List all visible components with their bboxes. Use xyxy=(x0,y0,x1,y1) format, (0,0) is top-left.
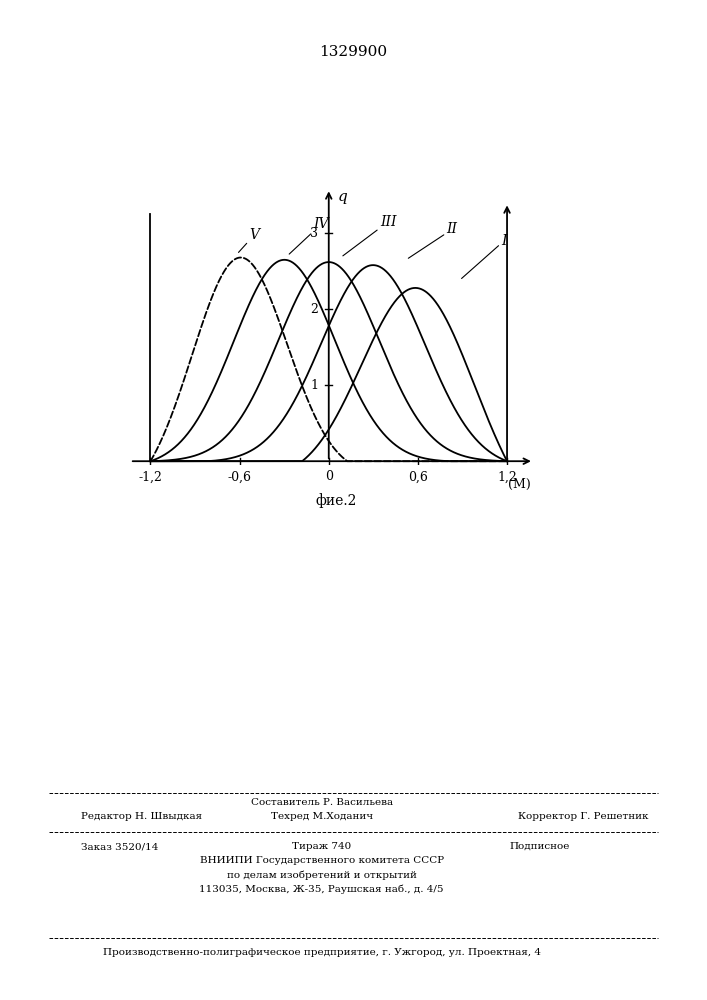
Text: фие.2: фие.2 xyxy=(315,493,357,508)
Text: 113035, Москва, Ж-35, Раушская наб., д. 4/5: 113035, Москва, Ж-35, Раушская наб., д. … xyxy=(199,884,444,894)
Text: IV: IV xyxy=(289,217,329,254)
Text: q: q xyxy=(338,190,347,204)
Text: 1,2: 1,2 xyxy=(497,470,517,483)
Text: Редактор Н. Швыдкая: Редактор Н. Швыдкая xyxy=(81,812,202,821)
Text: III: III xyxy=(343,215,397,256)
Text: 0,6: 0,6 xyxy=(408,470,428,483)
Text: Корректор Г. Решетник: Корректор Г. Решетник xyxy=(518,812,648,821)
Text: V: V xyxy=(238,228,259,252)
Text: I: I xyxy=(462,234,507,278)
Text: ВНИИПИ Государственного комитета СССР: ВНИИПИ Государственного комитета СССР xyxy=(199,856,444,865)
Text: Тираж 740: Тираж 740 xyxy=(292,842,351,851)
Text: 3: 3 xyxy=(310,227,318,240)
Text: (M): (M) xyxy=(508,478,531,491)
Text: Техред М.Ходанич: Техред М.Ходанич xyxy=(271,812,373,821)
Text: 1: 1 xyxy=(310,379,318,392)
Text: 0: 0 xyxy=(325,470,333,483)
Text: Составитель Р. Васильева: Составитель Р. Васильева xyxy=(250,798,393,807)
Text: 1329900: 1329900 xyxy=(320,45,387,59)
Text: 2: 2 xyxy=(310,303,318,316)
Text: Производственно-полиграфическое предприятие, г. Ужгород, ул. Проектная, 4: Производственно-полиграфическое предприя… xyxy=(103,948,541,957)
Text: II: II xyxy=(409,222,457,258)
Text: Подписное: Подписное xyxy=(509,842,569,851)
Text: -1,2: -1,2 xyxy=(139,470,163,483)
Text: Заказ 3520/14: Заказ 3520/14 xyxy=(81,842,158,851)
Text: по делам изобретений и открытий: по делам изобретений и открытий xyxy=(227,870,416,880)
Text: -0,6: -0,6 xyxy=(228,470,252,483)
